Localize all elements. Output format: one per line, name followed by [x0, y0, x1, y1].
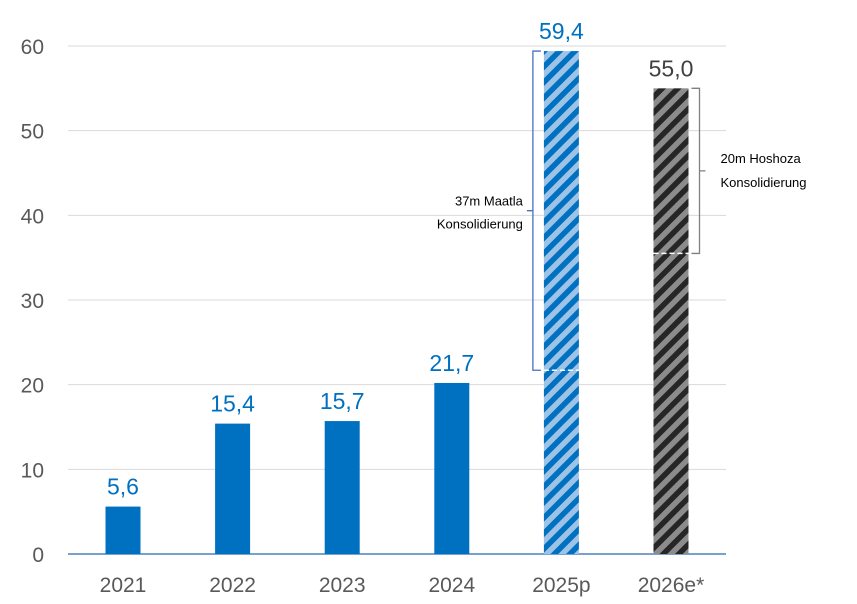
annotation-text: Konsolidierung — [437, 217, 523, 232]
x-category-label: 2022 — [209, 574, 256, 597]
bar-base-segment — [653, 253, 689, 554]
x-category-label: 2025p — [532, 574, 590, 597]
y-tick-label: 40 — [21, 205, 44, 228]
bar — [215, 423, 251, 554]
data-label: 55,0 — [649, 55, 694, 81]
x-category-label: 2024 — [428, 574, 475, 597]
annotation-text: Konsolidierung — [721, 175, 807, 190]
y-tick-label: 10 — [21, 459, 44, 482]
x-axis-categories: 2021 2022 2023 2024 2025p 2026e* — [100, 574, 705, 597]
data-label: 21,7 — [429, 350, 474, 376]
x-category-label: 2026e* — [638, 574, 705, 597]
bars — [105, 51, 689, 554]
y-axis-ticks: 0 10 20 30 40 50 60 — [21, 36, 44, 567]
y-tick-label: 30 — [21, 290, 44, 313]
bar-hatched-segment — [543, 51, 579, 371]
y-tick-label: 60 — [21, 36, 44, 59]
bar — [105, 506, 141, 554]
y-tick-label: 0 — [32, 544, 44, 567]
data-label: 15,7 — [320, 388, 365, 414]
annotation-bracket: 37m Maatla Konsolidierung — [437, 50, 541, 371]
bar — [434, 382, 470, 554]
gridlines — [68, 45, 726, 555]
bar-base-segment — [543, 370, 579, 554]
x-category-label: 2021 — [100, 574, 147, 597]
bar-hatched-segment — [653, 88, 689, 254]
x-category-label: 2023 — [319, 574, 366, 597]
annotation-text: 20m Hoshoza — [721, 151, 802, 166]
data-labels: 5,6 15,4 15,7 21,7 59,4 55,0 — [107, 18, 693, 500]
data-label: 5,6 — [107, 474, 139, 500]
bar — [324, 421, 360, 554]
annotations: 37m Maatla Konsolidierung 20m Hoshoza Konso… — [437, 50, 807, 371]
y-tick-label: 50 — [21, 121, 44, 144]
y-tick-label: 20 — [21, 375, 44, 398]
data-label: 15,4 — [210, 391, 255, 417]
annotation-text: 37m Maatla — [455, 194, 524, 209]
annotation-bracket: 20m Hoshoza Konsolidierung — [691, 87, 807, 255]
data-label: 59,4 — [539, 18, 584, 44]
